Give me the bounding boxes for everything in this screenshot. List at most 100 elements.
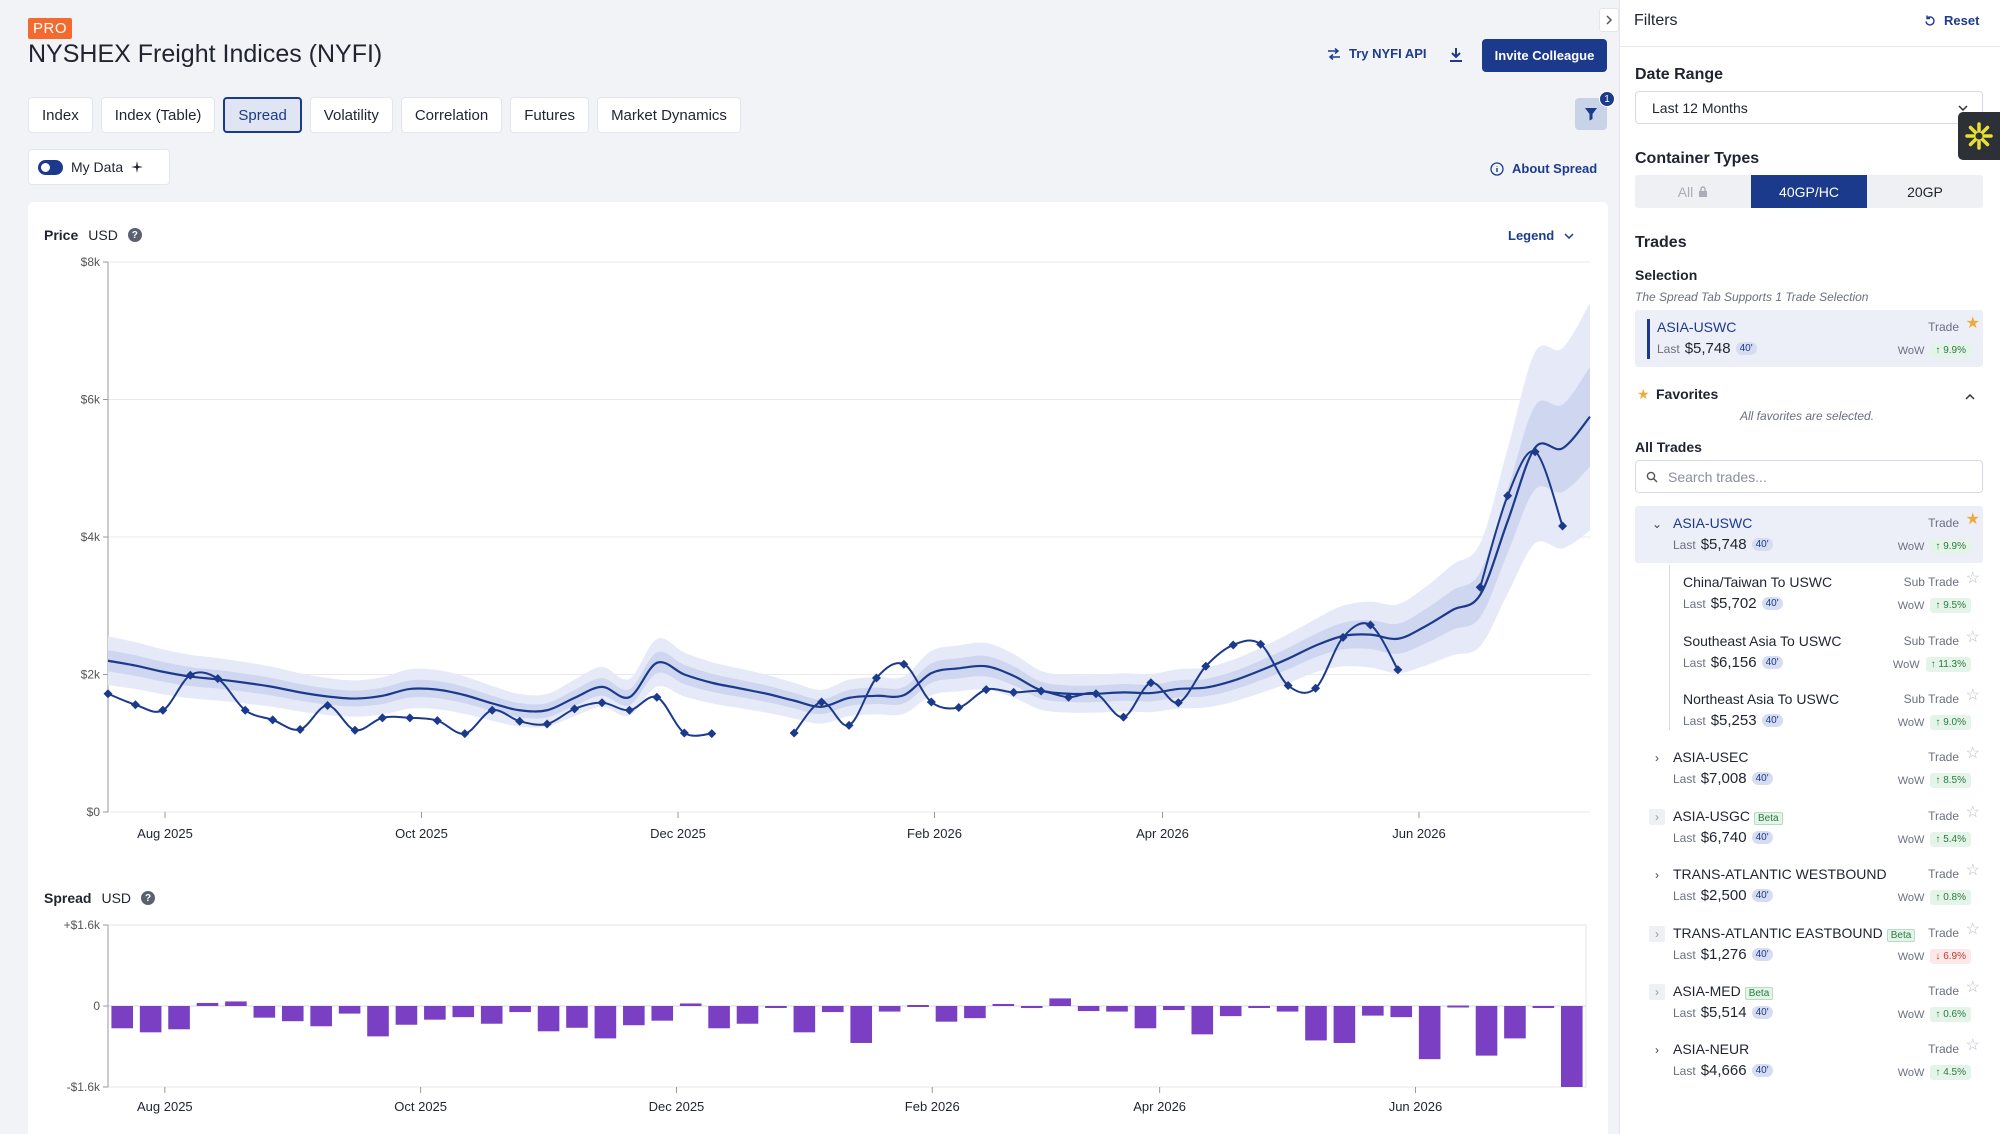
spread-bar[interactable] (821, 1006, 844, 1013)
data-point[interactable] (1228, 640, 1238, 650)
star-icon[interactable]: ★ (1965, 511, 1980, 528)
data-point[interactable] (679, 728, 689, 738)
trade-item[interactable]: › ASIA-NEUR Trade ☆ Last $4,666 40' WoW ↑ 4.5% (1635, 1032, 1983, 1089)
data-point[interactable] (1036, 686, 1046, 696)
data-point[interactable] (1558, 521, 1568, 531)
selected-trade-card[interactable]: ASIA-USWC Trade ★ Last $5,748 40' WoW ↑ … (1635, 310, 1983, 367)
data-point[interactable] (926, 697, 936, 707)
spread-bar[interactable] (253, 1006, 276, 1018)
help-icon[interactable]: ? (141, 891, 156, 905)
star-icon[interactable]: ☆ (1965, 629, 1980, 646)
spread-bar[interactable] (1390, 1006, 1413, 1018)
spread-bar[interactable] (452, 1006, 475, 1018)
spread-bar[interactable] (907, 1004, 929, 1007)
spread-chart[interactable]: -$1.6k 0 +$1.6k Aug 2025 Oct 2025 Dec 2025 Fe… (0, 0, 1610, 1134)
spread-bar[interactable] (1560, 1006, 1583, 1087)
spread-bar[interactable] (1276, 1006, 1299, 1012)
data-point[interactable] (350, 725, 360, 735)
trade-item[interactable]: ⌄ ASIA-USWC Trade ★ Last $5,748 40' WoW ↑ 9.9% (1635, 506, 1983, 563)
tab-volatility[interactable]: Volatility (309, 97, 393, 133)
data-point[interactable] (1256, 639, 1266, 649)
spread-bar[interactable] (310, 1006, 332, 1027)
tab-futures[interactable]: Futures (510, 97, 590, 133)
spread-bar[interactable] (878, 1006, 901, 1012)
spread-bar[interactable] (736, 1006, 759, 1024)
spread-bar[interactable] (708, 1006, 730, 1029)
spread-bar[interactable] (196, 1002, 219, 1006)
spread-bar[interactable] (139, 1006, 162, 1033)
spread-bar[interactable] (793, 1006, 816, 1033)
data-point[interactable] (460, 729, 470, 739)
spread-bar[interactable] (395, 1006, 418, 1025)
spread-bar[interactable] (1362, 1006, 1384, 1016)
data-point[interactable] (597, 698, 607, 708)
data-point[interactable] (844, 720, 854, 730)
chevron-right-icon[interactable]: › (1649, 809, 1665, 825)
spread-bar[interactable] (935, 1006, 958, 1022)
data-point[interactable] (1283, 681, 1293, 690)
data-point[interactable] (515, 716, 525, 726)
floating-widget-button[interactable] (1958, 112, 2000, 160)
subtrade-item[interactable]: Northeast Asia To USWC Sub Trade ☆ Last $5,2… (1635, 682, 1983, 739)
spread-bar[interactable] (168, 1006, 190, 1030)
data-point[interactable] (1146, 678, 1156, 688)
spread-bar[interactable] (850, 1006, 873, 1043)
data-point[interactable] (1201, 661, 1211, 671)
data-point[interactable] (707, 729, 717, 739)
spread-bar[interactable] (1248, 1006, 1270, 1008)
spread-bar[interactable] (1532, 1006, 1555, 1009)
data-point[interactable] (1530, 447, 1540, 457)
data-point[interactable] (1393, 665, 1403, 675)
spread-bar[interactable] (225, 1001, 247, 1006)
data-point[interactable] (213, 674, 223, 684)
data-point[interactable] (1064, 692, 1074, 702)
data-point[interactable] (1338, 632, 1348, 642)
spread-bar[interactable] (509, 1006, 531, 1013)
container-option-40gp[interactable]: 40GP/HC (1751, 175, 1867, 208)
data-point[interactable] (899, 659, 909, 669)
data-point[interactable] (1365, 620, 1375, 630)
chevron-right-icon[interactable]: › (1655, 1043, 1659, 1057)
spread-bar[interactable] (1219, 1006, 1242, 1017)
trade-item[interactable]: › ASIA-USGC Beta Trade ☆ Last $6,740 40' WoW ↑ 5.… (1635, 799, 1983, 856)
data-point[interactable] (652, 692, 662, 702)
trade-item[interactable]: › TRANS-ATLANTIC EASTBOUND Beta Trade ☆ Last $… (1635, 916, 1983, 973)
star-icon[interactable]: ☆ (1965, 570, 1980, 587)
data-point[interactable] (158, 705, 168, 715)
star-icon[interactable]: ★ (1965, 315, 1980, 332)
spread-bar[interactable] (1134, 1006, 1157, 1029)
spread-bar[interactable] (1418, 1006, 1441, 1060)
reset-button[interactable]: Reset (1924, 13, 1979, 28)
data-point[interactable] (789, 728, 799, 738)
container-option-all[interactable]: All (1635, 175, 1751, 208)
data-point[interactable] (624, 705, 634, 715)
spread-bar[interactable] (1191, 1006, 1214, 1035)
spread-bar[interactable] (623, 1006, 645, 1026)
chevron-right-icon[interactable]: › (1649, 984, 1665, 1000)
data-point[interactable] (487, 705, 497, 715)
star-icon[interactable]: ☆ (1965, 921, 1980, 938)
trade-item[interactable]: › TRANS-ATLANTIC WESTBOUND Trade ☆ Last $2,50… (1635, 857, 1983, 914)
chevron-down-icon[interactable]: ⌄ (1651, 517, 1663, 531)
spread-bar[interactable] (765, 1006, 787, 1008)
tab-index-table[interactable]: Index (Table) (100, 97, 216, 133)
tab-spread[interactable]: Spread (223, 97, 302, 133)
spread-bar[interactable] (1447, 1005, 1469, 1008)
spread-bar[interactable] (480, 1006, 503, 1024)
spread-bar[interactable] (1163, 1006, 1185, 1011)
invite-colleague-button[interactable]: Invite Colleague (1482, 39, 1607, 72)
data-point[interactable] (377, 713, 387, 723)
spread-bar[interactable] (651, 1006, 674, 1021)
search-trades-input[interactable]: Search trades... (1635, 460, 1983, 493)
spread-bar[interactable] (1077, 1006, 1100, 1012)
data-point[interactable] (268, 715, 278, 725)
spread-bar[interactable] (1106, 1006, 1128, 1012)
date-range-select[interactable]: Last 12 Months (1635, 91, 1983, 124)
chevron-right-icon[interactable]: › (1649, 926, 1665, 942)
spread-bar[interactable] (111, 1006, 134, 1029)
spread-bar[interactable] (1020, 1006, 1043, 1009)
spread-bar[interactable] (594, 1006, 617, 1039)
data-point[interactable] (405, 713, 415, 723)
data-point[interactable] (954, 703, 964, 712)
data-point[interactable] (240, 705, 250, 715)
